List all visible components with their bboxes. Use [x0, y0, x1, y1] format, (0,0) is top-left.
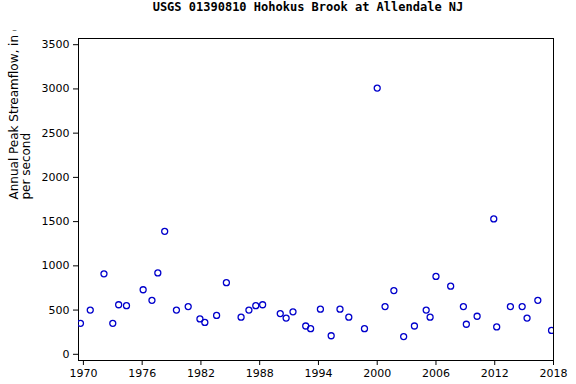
svg-text:Annual Peak Streamflow, in cub: Annual Peak Streamflow, in cubic feetper…: [7, 30, 33, 200]
svg-text:3000: 3000: [42, 82, 70, 95]
svg-text:1970: 1970: [69, 367, 97, 380]
svg-text:1982: 1982: [187, 367, 215, 380]
svg-text:1500: 1500: [42, 215, 70, 228]
svg-text:500: 500: [49, 304, 70, 317]
svg-text:2006: 2006: [422, 367, 450, 380]
svg-text:2000: 2000: [363, 367, 391, 380]
svg-text:3500: 3500: [42, 38, 70, 51]
svg-text:2018: 2018: [540, 367, 568, 380]
svg-text:2000: 2000: [42, 171, 70, 184]
svg-text:1976: 1976: [128, 367, 156, 380]
svg-text:1994: 1994: [304, 367, 332, 380]
svg-text:2500: 2500: [42, 127, 70, 140]
svg-text:1988: 1988: [246, 367, 274, 380]
svg-text:1000: 1000: [42, 259, 70, 272]
svg-text:0: 0: [63, 348, 70, 361]
svg-text:2012: 2012: [481, 367, 509, 380]
html-text:USGS 01390810 Hohokus Brook at: USGS 01390810 Hohokus Brook at Allendale…: [152, 0, 464, 14]
